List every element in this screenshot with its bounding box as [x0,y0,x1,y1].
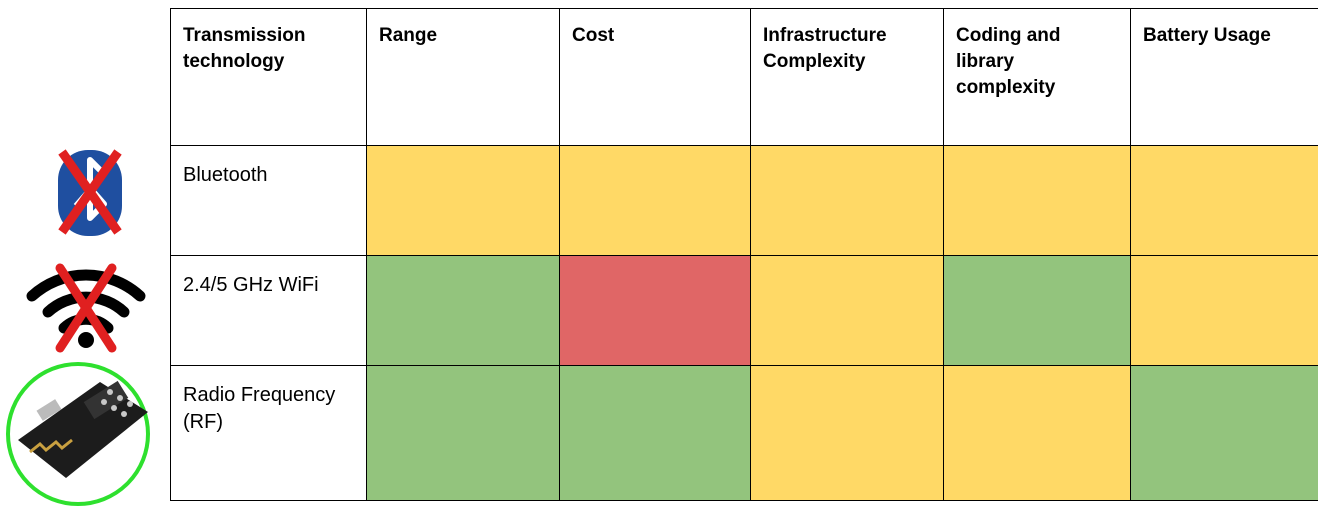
rating-cell [943,255,1131,366]
rating-cell [943,365,1131,501]
header-cell: Coding and library complexity [943,8,1131,146]
rating-cell [366,365,560,501]
bluetooth-icon [58,149,122,236]
rating-cell [1130,365,1318,501]
wifi-icon [26,263,146,353]
rating-cell [1130,255,1318,366]
rating-cell [559,365,751,501]
header-cell: Battery Usage [1130,8,1318,146]
rating-cell [750,145,944,256]
rating-cell [750,255,944,366]
rating-cell [1130,145,1318,256]
row-label: Bluetooth [170,145,367,256]
row-label: Radio Frequency (RF) [170,365,367,501]
rating-cell [943,145,1131,256]
rating-cell [366,145,560,256]
rf-module-icon [6,362,150,506]
rating-cell [559,255,751,366]
header-cell: Range [366,8,560,146]
rating-cell [750,365,944,501]
header-cell: Cost [559,8,751,146]
technology-icons [6,149,150,506]
header-cell: Infrastructure Complexity [750,8,944,146]
row-label: 2.4/5 GHz WiFi [170,255,367,366]
rating-cell [366,255,560,366]
header-cell: Transmission technology [170,8,367,146]
rating-cell [559,145,751,256]
